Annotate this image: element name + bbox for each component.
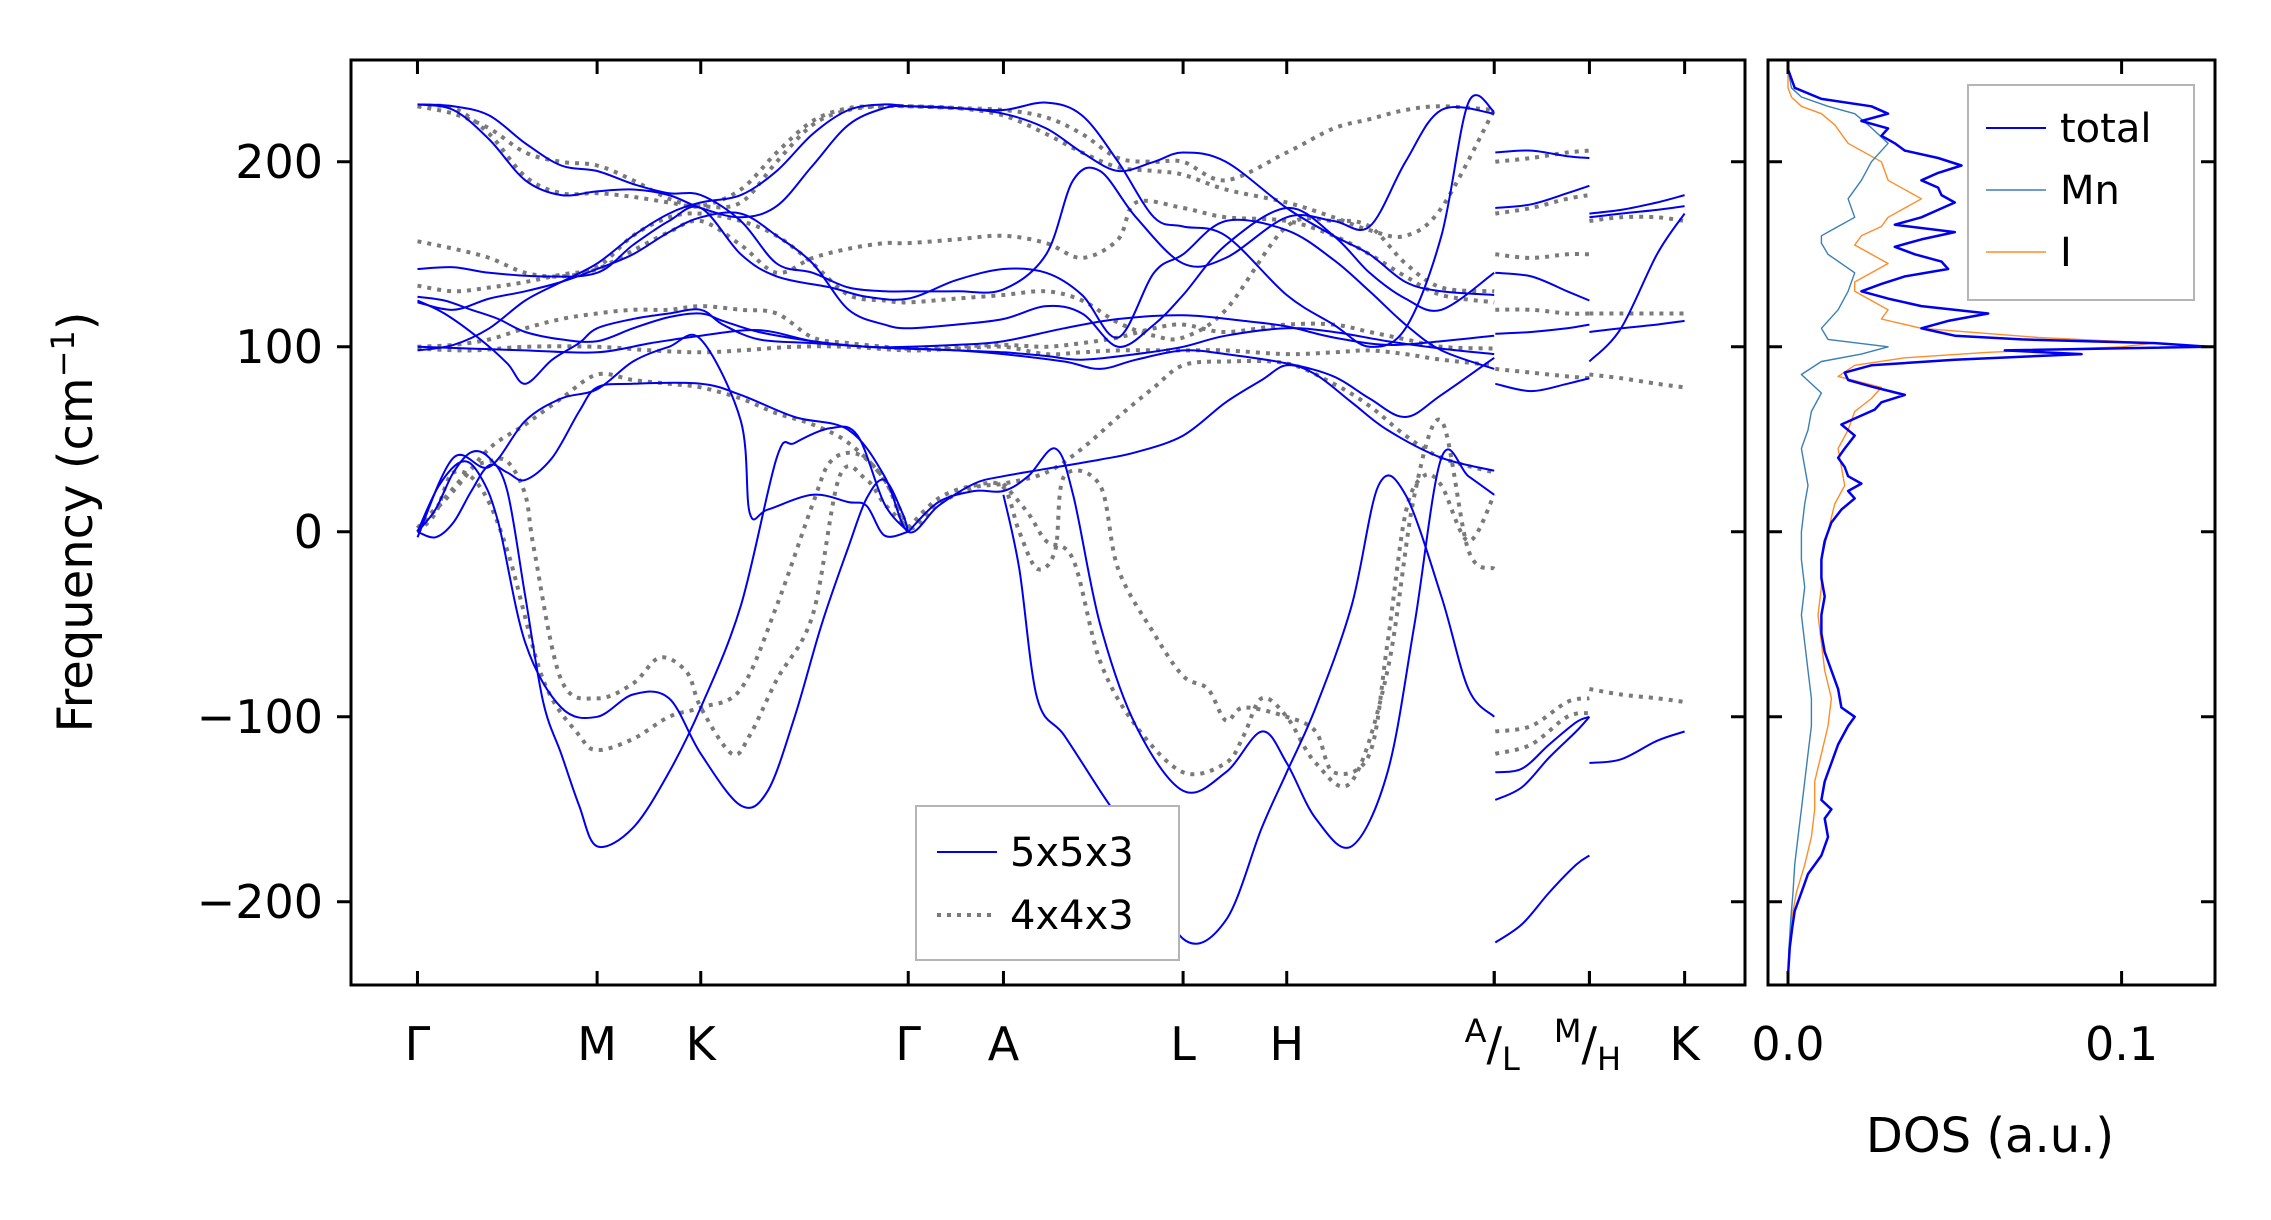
- k-label-2: K: [686, 1017, 718, 1071]
- k-label-0: Γ: [405, 1017, 431, 1071]
- y-tick-label-1: −100: [197, 690, 323, 744]
- band-line-5x5x3-20: [1495, 715, 1590, 774]
- band-line-4x4x3-10: [1001, 417, 1496, 789]
- band-line-5x5x3-12: [417, 206, 1495, 348]
- band-line-5x5x3-16: [1495, 271, 1590, 302]
- band-line-4x4x3-5: [417, 344, 1495, 368]
- band-line-5x5x3-10: [417, 103, 1495, 294]
- band-line-4x4x3-14: [1495, 307, 1590, 316]
- band-structure-panel: Γ M K Γ A L H A/L M/H K −200 −100 0 100 200 Frequency…: [44, 58, 1747, 1078]
- band-line-5x5x3-1: [417, 328, 1495, 419]
- y-tick-label-4: 200: [235, 135, 323, 189]
- legend-label-4x4x3: 4x4x3: [1010, 893, 1134, 939]
- dos-line-i: [1787, 69, 2156, 976]
- legend-label-total: total: [2060, 106, 2151, 152]
- band-line-5x5x3-11: [417, 94, 1495, 352]
- y-axis-label: Frequency (cm−1): [44, 311, 104, 732]
- band-line-4x4x3-16: [1495, 696, 1590, 734]
- band-line-4x4x3-9: [906, 468, 1497, 776]
- k-label-9: K: [1670, 1017, 1702, 1071]
- band-line-4x4x3-20: [1589, 372, 1685, 390]
- band-line-4x4x3-18: [1589, 214, 1685, 223]
- band-legend-frame: [915, 805, 1180, 961]
- band-line-4x4x3-3: [417, 103, 1495, 210]
- y-tick-label-3: 100: [235, 320, 323, 374]
- band-line-4x4x3-2: [417, 103, 1496, 239]
- band-line-4x4x3-15: [1495, 366, 1590, 381]
- band-line-5x5x3-24: [1588, 213, 1686, 363]
- band-line-5x5x3-6: [907, 447, 1495, 849]
- dos-x-tick-label-1: 0.1: [2085, 1017, 2158, 1071]
- dos-x-axis-label: DOS (a.u.): [1866, 1108, 2114, 1164]
- dos-lines: [1786, 68, 2210, 976]
- band-lines: [416, 94, 1686, 945]
- legend-label-mn: Mn: [2060, 168, 2120, 214]
- band-line-5x5x3-15: [1495, 184, 1590, 209]
- band-line-5x5x3-14: [1495, 149, 1590, 159]
- band-line-5x5x3-7: [1002, 474, 1495, 945]
- y-axis-label-superscript: −1: [44, 330, 82, 377]
- k-label-5: L: [1170, 1017, 1196, 1071]
- dos-line-total: [1786, 68, 2210, 976]
- k-point-ticks: Γ M K Γ A L H A/L M/H K: [405, 60, 1702, 1078]
- dos-legend-frame: [1967, 84, 2195, 301]
- band-line-5x5x3-26: [1589, 730, 1685, 764]
- k-label-6: H: [1269, 1017, 1304, 1071]
- dos-panel: 0.0 0.1 DOS (a.u.) total Mn I: [1751, 58, 2217, 1164]
- k-label-3: Γ: [895, 1017, 921, 1071]
- band-line-5x5x3-19: [1494, 716, 1591, 801]
- band-line-4x4x3-21: [1589, 687, 1685, 704]
- k-label-7: A/L: [1465, 1012, 1520, 1078]
- band-line-5x5x3-23: [1589, 205, 1685, 219]
- dos-line-mn: [1787, 69, 1889, 976]
- legend-label-i: I: [2060, 230, 2072, 276]
- band-line-4x4x3-12: [1494, 193, 1590, 216]
- band-line-5x5x3-4: [416, 425, 909, 849]
- band-line-5x5x3-13: [416, 333, 909, 538]
- band-line-5x5x3-18: [1495, 377, 1590, 393]
- dos-legend: total Mn I: [1967, 84, 2195, 301]
- y-tick-label-0: −200: [197, 875, 323, 929]
- band-line-5x5x3-22: [1589, 194, 1685, 215]
- band-line-5x5x3-25: [1589, 319, 1685, 333]
- y-axis-label-close: ): [48, 311, 104, 330]
- band-line-5x5x3-9: [417, 103, 1495, 296]
- band-legend: 5x5x3 4x4x3: [915, 805, 1180, 961]
- legend-label-5x5x3: 5x5x3: [1010, 830, 1134, 876]
- y-tick-label-2: 0: [294, 505, 323, 559]
- band-line-4x4x3-0: [417, 198, 1495, 305]
- dos-x-tick-label-0: 0.0: [1751, 1017, 1824, 1071]
- frequency-ticks: −200 −100 0 100 200: [197, 135, 1745, 929]
- dos-ticks: 0.0 0.1: [1751, 60, 2215, 1071]
- band-line-4x4x3-13: [1495, 251, 1590, 260]
- band-line-4x4x3-17: [1494, 711, 1590, 756]
- band-line-5x5x3-17: [1495, 323, 1590, 335]
- band-line-4x4x3-1: [417, 211, 1495, 342]
- k-label-8: M/H: [1554, 1012, 1621, 1078]
- band-line-5x5x3-8: [417, 205, 1495, 370]
- dos-plot-frame: [1766, 58, 2217, 987]
- band-plot-frame: [349, 58, 1747, 987]
- band-line-5x5x3-21: [1494, 854, 1590, 944]
- k-label-4: A: [988, 1017, 1020, 1071]
- k-label-1: M: [577, 1017, 617, 1071]
- band-line-5x5x3-5: [416, 460, 910, 809]
- band-line-5x5x3-3: [417, 364, 1495, 539]
- band-line-5x5x3-2: [417, 295, 1495, 349]
- band-line-4x4x3-7: [416, 456, 910, 757]
- band-line-4x4x3-8: [416, 450, 911, 753]
